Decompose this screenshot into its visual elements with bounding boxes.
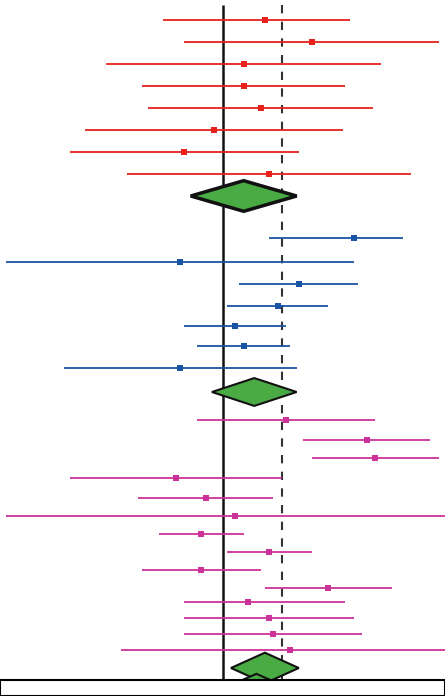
Bar bbox=[0, 680, 445, 696]
Polygon shape bbox=[231, 674, 282, 696]
Polygon shape bbox=[191, 181, 297, 212]
Polygon shape bbox=[212, 378, 297, 406]
Polygon shape bbox=[231, 653, 299, 683]
